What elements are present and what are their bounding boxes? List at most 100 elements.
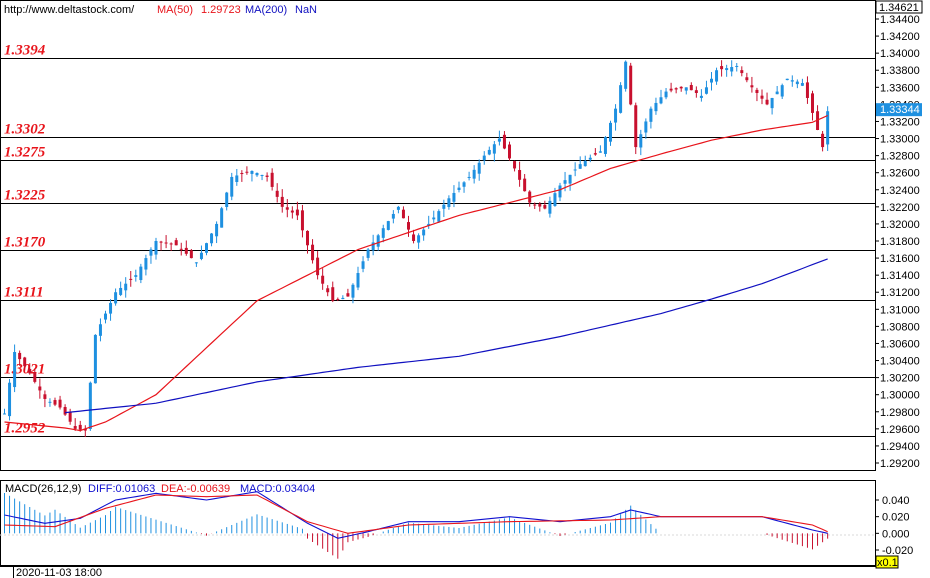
price-tick-label: 1.31400 <box>880 270 920 282</box>
candle-body <box>73 426 77 429</box>
candle-body <box>482 155 486 161</box>
candle-body <box>609 122 612 142</box>
candle-body <box>755 89 759 93</box>
candle-body <box>250 170 254 174</box>
candle-body <box>730 67 734 72</box>
candle-body <box>336 298 340 300</box>
ma200-label: MA(200) <box>245 4 287 16</box>
candle-body <box>699 95 703 98</box>
price-plot-frame <box>0 0 876 471</box>
candle-body <box>114 292 118 304</box>
candle-body <box>235 175 239 182</box>
candle-body <box>356 273 360 288</box>
candle-body <box>694 90 698 93</box>
candle-body <box>98 324 102 336</box>
candle-body <box>502 134 506 149</box>
candle-body <box>225 192 229 207</box>
candle-body <box>184 247 188 254</box>
candle-body <box>376 235 380 247</box>
candle-body <box>684 87 688 91</box>
candle-body <box>18 352 22 360</box>
level-label: 1.3225 <box>4 188 46 204</box>
candle-body <box>159 241 163 243</box>
candle-body <box>629 65 633 105</box>
candle-body <box>573 169 577 171</box>
candle-body <box>68 411 72 422</box>
candle-body <box>725 68 729 71</box>
candle-body <box>361 261 365 269</box>
candle-body <box>583 160 587 167</box>
candle-body <box>210 233 214 244</box>
source-url: http://www.deltastock.com/ <box>4 4 135 16</box>
candle-body <box>280 196 284 207</box>
price-tick-label: 1.32400 <box>880 185 920 197</box>
candle-body <box>457 187 461 190</box>
level-label: 1.3275 <box>4 145 46 161</box>
candle-body <box>588 157 592 160</box>
candle-body <box>427 223 431 226</box>
candle-body <box>154 241 158 255</box>
candle-body <box>634 105 638 148</box>
candle-body <box>8 382 12 417</box>
candle-body <box>614 108 618 123</box>
candle-body <box>548 200 552 214</box>
candle-body <box>119 287 123 295</box>
price-tick-label: 1.30000 <box>880 390 920 402</box>
candle-body <box>215 223 219 237</box>
price-tick-label: 1.29200 <box>880 458 920 470</box>
candle-body <box>144 258 148 270</box>
candle-body <box>43 394 47 399</box>
candle-body <box>285 207 289 210</box>
macd-tick-label: 0.020 <box>882 512 910 524</box>
current-price-box <box>876 103 922 117</box>
price-tick-label: 1.31800 <box>880 236 920 248</box>
candle-body <box>811 93 814 113</box>
candle-body <box>341 297 345 300</box>
price-tick-label: 1.33600 <box>880 82 920 94</box>
price-tick-label: 1.31600 <box>880 253 920 265</box>
candle-body <box>371 242 375 251</box>
macd-title: MACD(26,12,9) <box>5 483 81 495</box>
candle-body <box>179 248 183 250</box>
top-price-box <box>875 0 923 14</box>
candle-body <box>260 174 264 176</box>
candle-body <box>513 161 517 169</box>
moving-averages <box>4 114 828 432</box>
macd-tick-label: -0.020 <box>882 545 913 557</box>
candle-body <box>386 221 390 230</box>
candle-body <box>654 102 658 112</box>
candle-body <box>189 250 193 259</box>
candle-body <box>432 217 436 220</box>
level-label: 1.3302 <box>4 122 46 138</box>
macd-histogram <box>4 493 829 559</box>
candle-body <box>381 228 385 238</box>
candle-body <box>452 192 456 202</box>
candle-body <box>104 313 107 320</box>
candle-body <box>679 86 683 89</box>
candle-body <box>63 407 67 415</box>
candle-body <box>205 243 208 253</box>
macd-dea-line <box>4 494 828 534</box>
ma50-label: MA(50) <box>157 4 193 16</box>
candle-body <box>740 70 744 74</box>
candle-body <box>659 97 663 104</box>
candle-body <box>568 174 572 184</box>
candle-body <box>169 243 173 245</box>
candle-body <box>624 61 628 89</box>
price-tick-label: 1.32000 <box>880 219 920 231</box>
candle-body <box>316 257 320 276</box>
macd-tick-label: 0.040 <box>882 495 910 507</box>
macd-value-label: MACD:0.03404 <box>240 483 315 495</box>
candle-body <box>139 266 143 281</box>
candle-body <box>88 382 92 429</box>
candle-body <box>492 144 496 154</box>
candle-body <box>23 357 27 367</box>
candle-body <box>149 249 153 256</box>
candle-body <box>720 66 724 70</box>
footer-date: 2020-11-03 18:00 <box>16 567 102 578</box>
candle-body <box>715 70 719 82</box>
candle-body <box>255 172 259 176</box>
candle-body <box>346 293 350 297</box>
